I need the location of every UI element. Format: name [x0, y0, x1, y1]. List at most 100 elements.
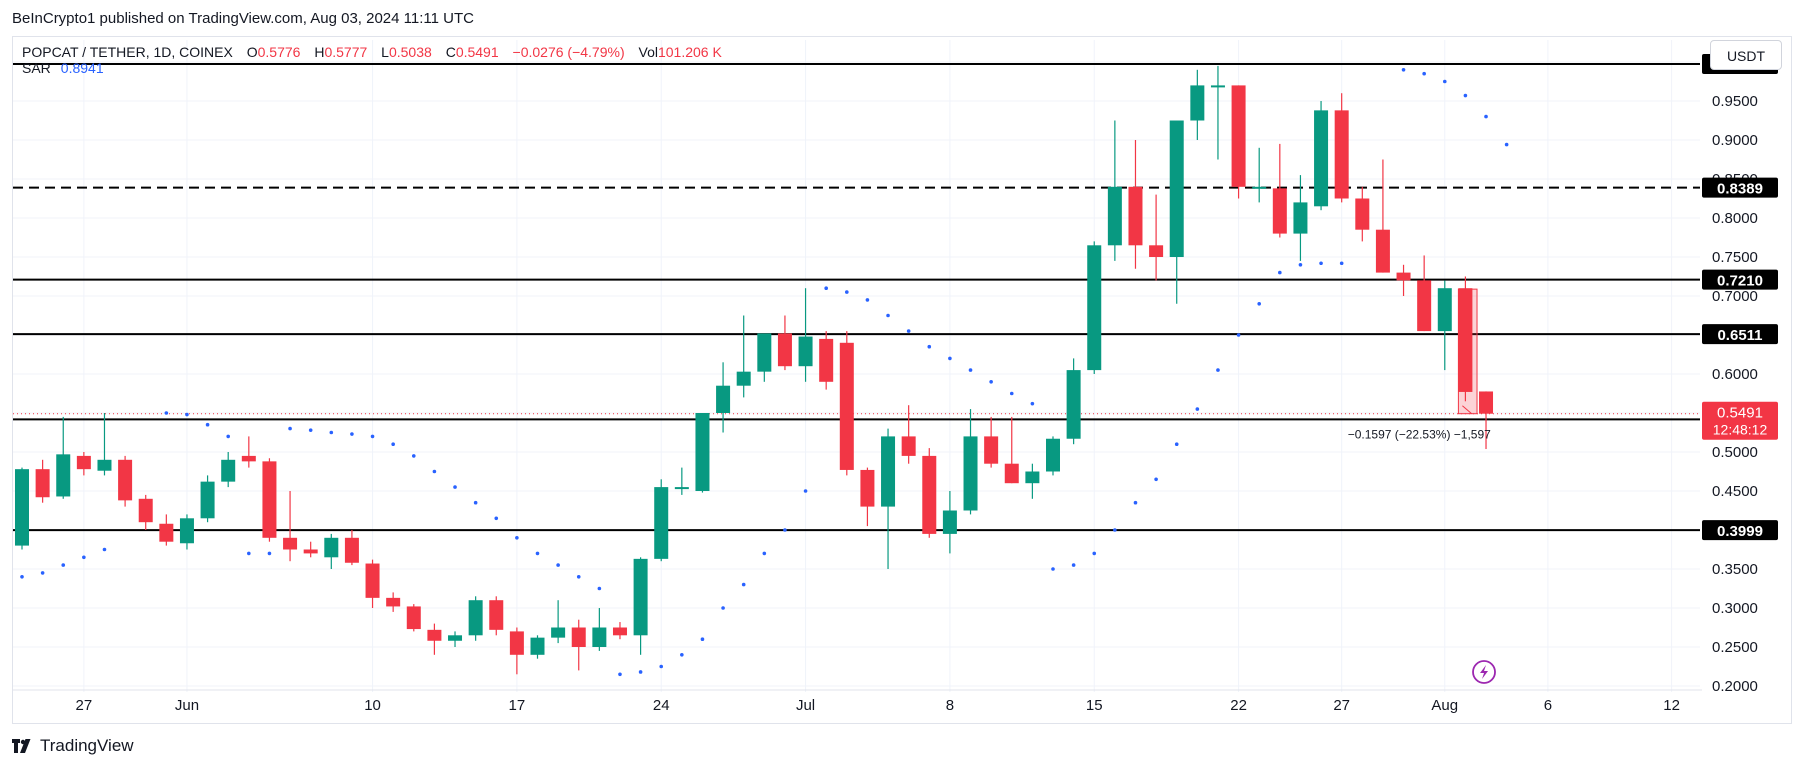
- price-tick-label: 0.8000: [1712, 210, 1758, 227]
- candle-body: [777, 333, 792, 367]
- time-tick-label: Jun: [175, 697, 199, 714]
- candle-body: [406, 606, 421, 630]
- candle-body: [633, 558, 648, 636]
- measure-arrow: [1462, 405, 1473, 415]
- sar-dot: [1030, 401, 1035, 406]
- candle-body: [922, 455, 937, 534]
- sar-dot: [927, 344, 932, 349]
- close-label: C: [445, 44, 456, 60]
- time-tick-label: 17: [509, 697, 526, 714]
- sar-dot: [288, 426, 292, 431]
- candle-body: [344, 537, 359, 563]
- candle-body: [592, 627, 607, 647]
- candle-body: [1169, 120, 1184, 257]
- sar-dot: [226, 434, 230, 439]
- sar-dot: [659, 664, 664, 669]
- time-axis: 27 Jun 10 17 24 Jul 8 15 22 27 Aug 6 12: [13, 689, 1702, 714]
- candle-body: [654, 487, 669, 559]
- publisher-line: BeInCrypto1 published on TradingView.com…: [12, 10, 474, 27]
- candle-body: [97, 459, 112, 471]
- countdown-label: 12:48:12: [1713, 422, 1768, 438]
- time-tick-label: 24: [653, 697, 670, 714]
- sar-dot: [1051, 567, 1055, 571]
- candle-body: [881, 436, 896, 507]
- sar-dot: [1504, 142, 1509, 147]
- candle-body: [1025, 471, 1040, 484]
- price-tick-label: 0.2000: [1712, 678, 1758, 695]
- candle-body: [674, 487, 689, 490]
- sar-dot: [1009, 391, 1014, 396]
- candle-body: [489, 600, 504, 630]
- sar-dot: [1401, 68, 1406, 72]
- candle-body: [1087, 245, 1102, 371]
- price-axis: 0.20000.25000.30000.35000.40000.45000.50…: [1702, 53, 1778, 695]
- candle-body: [448, 635, 463, 641]
- low-label: L: [381, 44, 389, 60]
- sar-dot: [948, 356, 952, 361]
- candle-body: [819, 338, 834, 382]
- candle-body: [262, 461, 277, 538]
- sar-line: SAR 0.8941: [22, 60, 722, 76]
- sar-dot: [1257, 302, 1261, 306]
- sar-dot: [185, 412, 189, 417]
- candle-body: [1066, 370, 1081, 439]
- time-tick-label: Aug: [1431, 697, 1458, 714]
- price-tick-label: 0.9500: [1712, 93, 1758, 110]
- horizontal-levels: [13, 62, 1700, 532]
- sar-dot: [721, 606, 725, 610]
- candle-body: [241, 455, 256, 462]
- sar-dot: [370, 434, 375, 439]
- candle-body: [365, 563, 380, 598]
- sar-dot: [267, 551, 272, 556]
- candle-body: [200, 481, 215, 519]
- sar-dot: [638, 670, 643, 674]
- time-tick-label: 8: [946, 697, 954, 714]
- sar-dot: [164, 411, 169, 415]
- sar-dot: [1463, 93, 1468, 98]
- currency-button[interactable]: USDT: [1710, 40, 1782, 70]
- level-tag-label: 0.6511: [1717, 327, 1762, 344]
- sar-dot: [1278, 270, 1282, 275]
- tradingview-logo[interactable]: TradingView: [12, 736, 134, 756]
- candle-body: [530, 637, 545, 655]
- level-tag: [1702, 520, 1778, 541]
- price-tick-label: 0.3000: [1712, 600, 1758, 617]
- sar-dot: [411, 454, 416, 458]
- candle-body: [736, 371, 751, 386]
- candle-body: [303, 549, 318, 554]
- sar-dot: [329, 430, 334, 435]
- candle-body: [1252, 186, 1267, 189]
- level-tag-label: 0.3999: [1717, 523, 1763, 540]
- volume-label: Vol: [638, 44, 658, 60]
- sar-dot: [865, 298, 870, 302]
- sar-dots: [20, 68, 1509, 677]
- time-tick-label: 6: [1544, 697, 1552, 714]
- candle-body: [468, 600, 483, 636]
- sar-dot: [576, 575, 581, 579]
- sar-dot: [61, 563, 66, 567]
- sar-dot: [515, 536, 519, 540]
- candle-body: [1375, 229, 1390, 273]
- candle-body: [839, 342, 854, 470]
- candle-body: [963, 436, 978, 511]
- measure-label: −0.1597 (−22.53%) −1,597: [1348, 428, 1491, 442]
- sar-dot: [741, 582, 746, 587]
- sar-dot: [1216, 368, 1220, 372]
- candle-body: [138, 498, 153, 523]
- level-tag: [1702, 324, 1778, 345]
- sar-dot: [906, 329, 911, 333]
- flash-icon[interactable]: [1472, 660, 1496, 684]
- candle-body: [1293, 202, 1308, 234]
- current-price-label: 0.5491: [1717, 405, 1763, 422]
- sar-label: SAR: [22, 60, 51, 76]
- price-chart[interactable]: −0.1597 (−22.53%) −1,597 0.2000 0.2500 0.3…: [0, 0, 1804, 730]
- time-tick-label: 27: [76, 697, 93, 714]
- sar-dot: [1319, 261, 1323, 266]
- candle-body: [324, 537, 339, 558]
- candle-body: [1231, 85, 1246, 187]
- sar-dot: [494, 516, 499, 521]
- sar-dot: [350, 432, 354, 436]
- sar-value: 0.8941: [60, 60, 104, 76]
- price-tick-label: 0.7000: [1712, 288, 1758, 305]
- price-tick-label: 0.2500: [1712, 639, 1758, 656]
